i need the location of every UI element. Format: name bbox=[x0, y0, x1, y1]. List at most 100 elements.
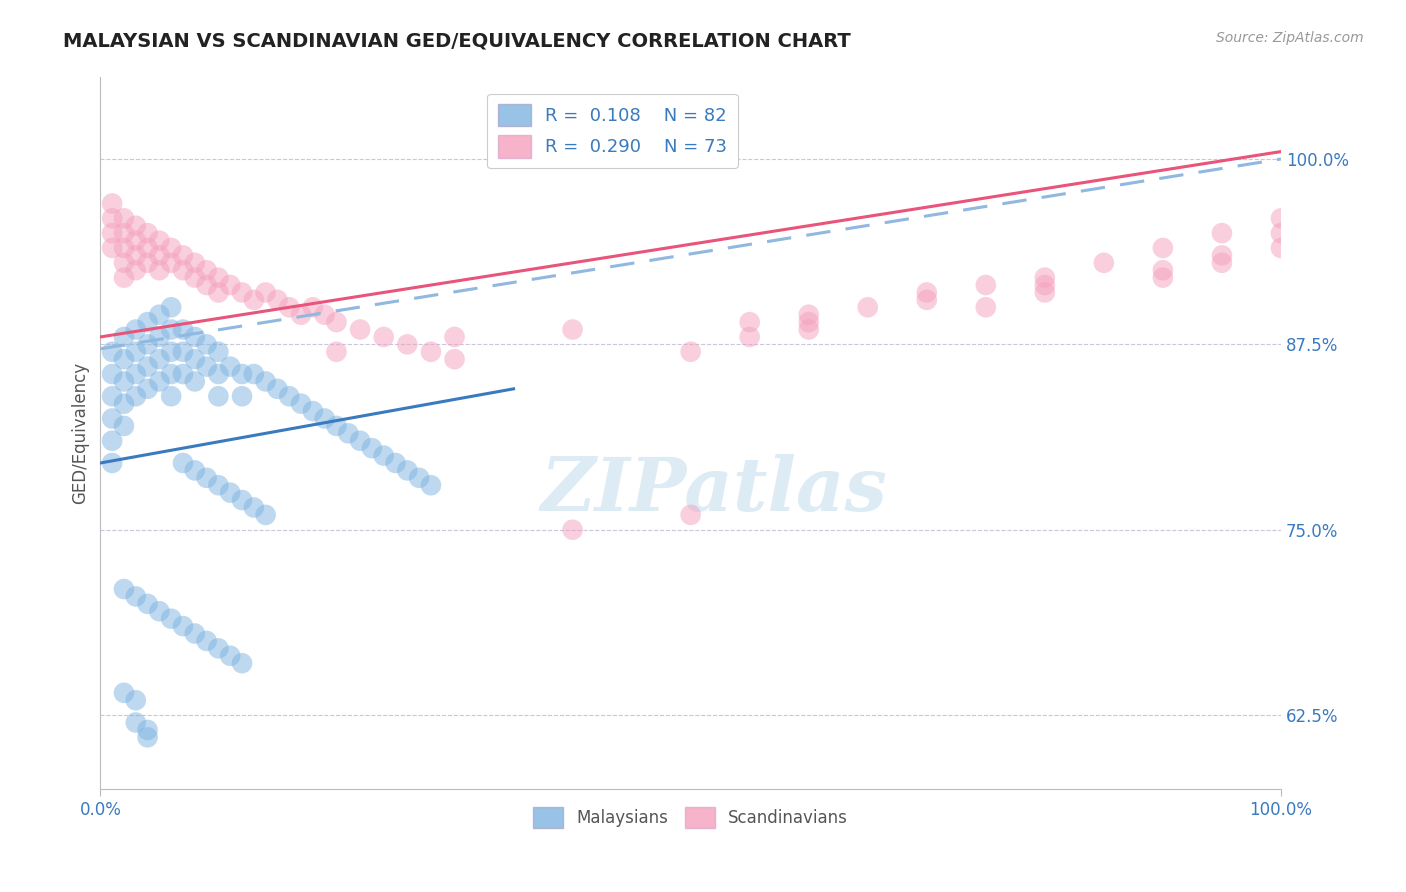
Point bbox=[325, 344, 347, 359]
Point bbox=[337, 426, 360, 441]
Point bbox=[325, 418, 347, 433]
Point bbox=[125, 219, 148, 233]
Point bbox=[219, 485, 242, 500]
Point bbox=[136, 382, 159, 396]
Point bbox=[243, 500, 266, 515]
Point bbox=[160, 344, 183, 359]
Point bbox=[112, 418, 135, 433]
Point bbox=[184, 375, 207, 389]
Point bbox=[112, 256, 135, 270]
Point bbox=[125, 344, 148, 359]
Point bbox=[290, 308, 312, 322]
Point bbox=[195, 278, 218, 293]
Point bbox=[136, 597, 159, 611]
Point bbox=[207, 344, 229, 359]
Point bbox=[125, 234, 148, 248]
Point bbox=[302, 300, 325, 314]
Point bbox=[561, 322, 583, 336]
Point bbox=[148, 604, 170, 618]
Point bbox=[231, 493, 253, 508]
Point bbox=[314, 411, 336, 425]
Point bbox=[136, 337, 159, 351]
Point bbox=[136, 256, 159, 270]
Point bbox=[290, 397, 312, 411]
Point bbox=[184, 463, 207, 477]
Point bbox=[361, 441, 384, 455]
Point bbox=[974, 278, 997, 293]
Point bbox=[266, 293, 288, 307]
Point bbox=[184, 330, 207, 344]
Point bbox=[172, 344, 194, 359]
Point bbox=[1211, 226, 1233, 240]
Point bbox=[148, 308, 170, 322]
Point bbox=[172, 322, 194, 336]
Point bbox=[1152, 270, 1174, 285]
Point bbox=[136, 359, 159, 374]
Point bbox=[1033, 285, 1056, 300]
Point bbox=[148, 234, 170, 248]
Point bbox=[112, 686, 135, 700]
Point bbox=[1211, 248, 1233, 262]
Point bbox=[184, 626, 207, 640]
Point bbox=[101, 434, 124, 448]
Point bbox=[856, 300, 879, 314]
Point bbox=[125, 389, 148, 403]
Point bbox=[349, 434, 371, 448]
Point bbox=[112, 582, 135, 596]
Point bbox=[125, 590, 148, 604]
Point bbox=[101, 196, 124, 211]
Point bbox=[1152, 263, 1174, 277]
Point bbox=[160, 322, 183, 336]
Point bbox=[1270, 241, 1292, 255]
Point bbox=[219, 648, 242, 663]
Point bbox=[1092, 256, 1115, 270]
Point bbox=[172, 263, 194, 277]
Point bbox=[172, 248, 194, 262]
Point bbox=[797, 322, 820, 336]
Point bbox=[125, 693, 148, 707]
Point bbox=[160, 367, 183, 381]
Point bbox=[207, 367, 229, 381]
Point bbox=[278, 389, 301, 403]
Point bbox=[172, 619, 194, 633]
Point bbox=[231, 367, 253, 381]
Point bbox=[184, 256, 207, 270]
Point bbox=[160, 256, 183, 270]
Point bbox=[101, 344, 124, 359]
Point bbox=[679, 344, 702, 359]
Point bbox=[207, 478, 229, 492]
Point bbox=[561, 523, 583, 537]
Point bbox=[1033, 270, 1056, 285]
Point bbox=[125, 263, 148, 277]
Point bbox=[384, 456, 406, 470]
Point bbox=[396, 337, 419, 351]
Point bbox=[148, 263, 170, 277]
Point bbox=[112, 330, 135, 344]
Point bbox=[207, 641, 229, 656]
Point bbox=[184, 352, 207, 367]
Point bbox=[148, 375, 170, 389]
Point bbox=[125, 715, 148, 730]
Point bbox=[101, 211, 124, 226]
Point bbox=[1033, 278, 1056, 293]
Text: Source: ZipAtlas.com: Source: ZipAtlas.com bbox=[1216, 31, 1364, 45]
Text: ZIPatlas: ZIPatlas bbox=[541, 454, 887, 526]
Point bbox=[738, 315, 761, 329]
Text: MALAYSIAN VS SCANDINAVIAN GED/EQUIVALENCY CORRELATION CHART: MALAYSIAN VS SCANDINAVIAN GED/EQUIVALENC… bbox=[63, 31, 851, 50]
Point bbox=[101, 411, 124, 425]
Point bbox=[112, 375, 135, 389]
Point bbox=[797, 315, 820, 329]
Point bbox=[1211, 256, 1233, 270]
Point bbox=[443, 330, 465, 344]
Point bbox=[172, 456, 194, 470]
Point bbox=[160, 241, 183, 255]
Point bbox=[974, 300, 997, 314]
Point bbox=[231, 285, 253, 300]
Point bbox=[738, 330, 761, 344]
Point bbox=[125, 322, 148, 336]
Point bbox=[195, 471, 218, 485]
Point bbox=[195, 634, 218, 648]
Point bbox=[254, 508, 277, 522]
Point bbox=[443, 352, 465, 367]
Point bbox=[408, 471, 430, 485]
